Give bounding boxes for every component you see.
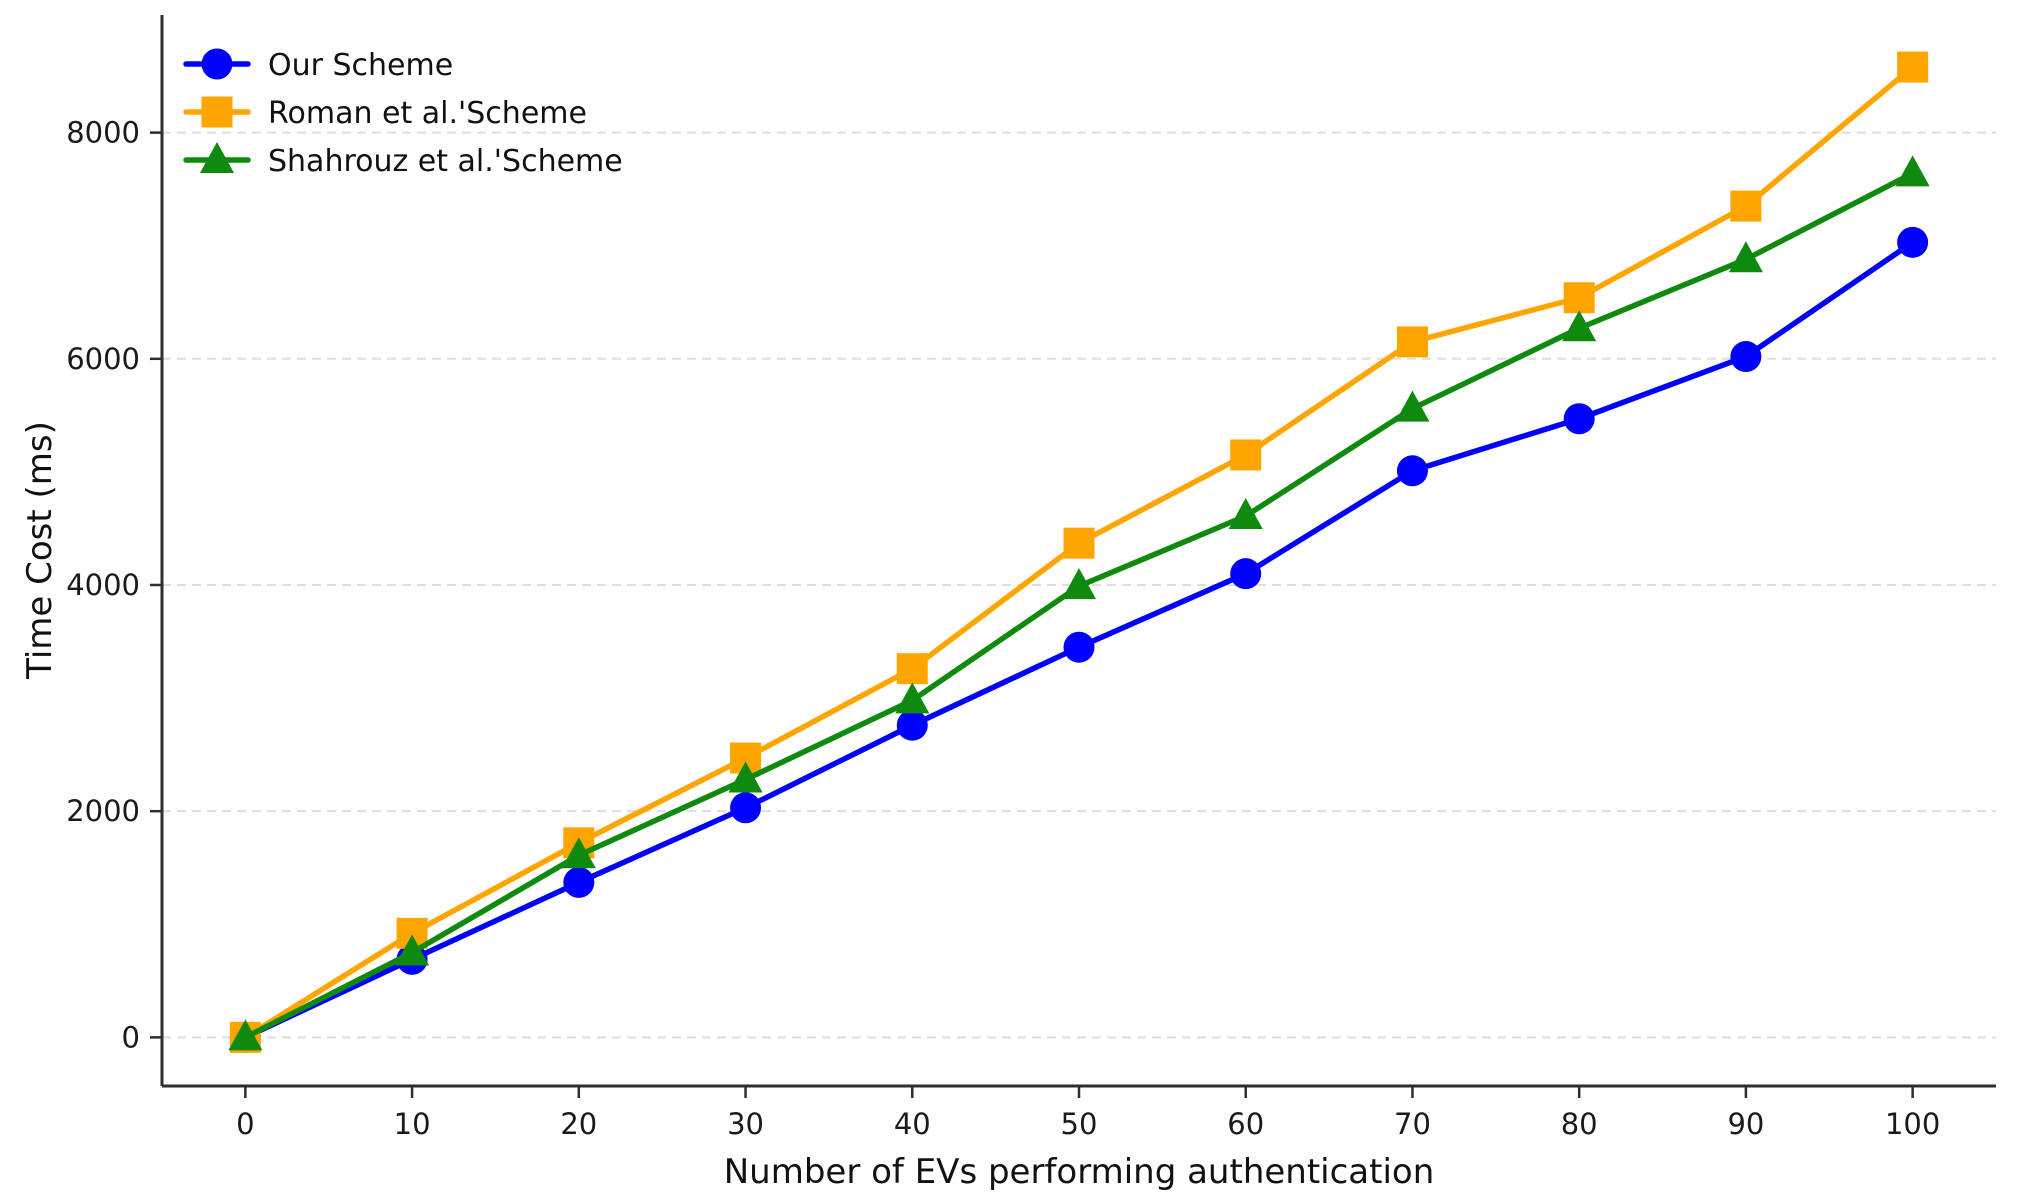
legend-label: Our Scheme bbox=[268, 48, 453, 83]
x-tick-label: 100 bbox=[1885, 1107, 1940, 1141]
square-marker-icon bbox=[896, 653, 928, 685]
series-our-scheme bbox=[229, 226, 1929, 1053]
triangle-marker-icon bbox=[561, 837, 596, 869]
x-tick-label: 50 bbox=[1061, 1107, 1098, 1141]
triangle-marker-icon bbox=[1062, 568, 1096, 600]
legend-item-roman-et-al-scheme: Roman et al.'Scheme bbox=[183, 96, 587, 131]
circle-marker-icon bbox=[1396, 455, 1428, 487]
y-tick-label: 4000 bbox=[66, 568, 140, 602]
triangle-marker-icon bbox=[1895, 155, 1930, 187]
legend-item-shahrouz-et-al-scheme: Shahrouz et al.'Scheme bbox=[183, 142, 623, 179]
series-shahrouz-et-al-scheme bbox=[228, 155, 1930, 1051]
y-tick-label: 6000 bbox=[66, 342, 140, 376]
triangle-marker-icon bbox=[728, 761, 763, 793]
triangle-marker-icon bbox=[1728, 241, 1763, 273]
triangle-marker-icon bbox=[1228, 498, 1263, 530]
x-tick-label: 10 bbox=[394, 1107, 431, 1141]
series-roman-et-al-scheme bbox=[229, 51, 1929, 1053]
circle-marker-icon bbox=[201, 48, 233, 80]
triangle-marker-icon bbox=[200, 142, 234, 173]
triangle-marker-icon bbox=[395, 934, 430, 966]
y-axis-title: Time Cost (ms) bbox=[20, 421, 60, 679]
circle-marker-icon bbox=[730, 792, 762, 824]
x-tick-label: 20 bbox=[560, 1107, 597, 1141]
square-marker-icon bbox=[201, 96, 233, 128]
series-line-shahrouz-et-al-scheme bbox=[242, 170, 1916, 1041]
x-tick-label: 40 bbox=[894, 1107, 931, 1141]
y-tick-label: 0 bbox=[122, 1020, 140, 1054]
legend: Our Scheme Roman et al.'Scheme Shahrouz et… bbox=[183, 48, 623, 179]
square-marker-icon bbox=[1230, 439, 1262, 471]
square-marker-icon bbox=[1897, 51, 1929, 83]
x-axis-title: Number of EVs performing authentication bbox=[723, 1152, 1435, 1192]
x-tick-label: 90 bbox=[1727, 1107, 1764, 1141]
square-marker-icon bbox=[1396, 326, 1428, 358]
y-tick-label: 2000 bbox=[66, 794, 140, 828]
legend-item-our-scheme: Our Scheme bbox=[183, 48, 453, 83]
circle-marker-icon bbox=[1063, 631, 1095, 663]
x-tick-label: 80 bbox=[1561, 1107, 1598, 1141]
triangle-marker-icon bbox=[895, 682, 930, 714]
y-tick-label: 8000 bbox=[66, 116, 140, 150]
x-tick-label: 60 bbox=[1227, 1107, 1264, 1141]
circle-marker-icon bbox=[1730, 341, 1762, 373]
x-tick-label: 0 bbox=[236, 1107, 254, 1141]
square-marker-icon bbox=[1063, 527, 1095, 559]
legend-label: Shahrouz et al.'Scheme bbox=[268, 144, 623, 179]
circle-marker-icon bbox=[563, 866, 595, 898]
triangle-marker-icon bbox=[1395, 390, 1430, 422]
square-marker-icon bbox=[1730, 190, 1762, 222]
square-marker-icon bbox=[1563, 282, 1595, 314]
triangle-marker-icon bbox=[228, 1019, 263, 1051]
x-tick-label: 70 bbox=[1394, 1107, 1431, 1141]
circle-marker-icon bbox=[1897, 226, 1929, 258]
x-tick-label: 30 bbox=[727, 1107, 764, 1141]
circle-marker-icon bbox=[1563, 403, 1595, 435]
circle-marker-icon bbox=[1230, 558, 1262, 590]
legend-label: Roman et al.'Scheme bbox=[268, 96, 587, 131]
circle-marker-icon bbox=[896, 709, 928, 741]
triangle-marker-icon bbox=[1562, 310, 1597, 342]
